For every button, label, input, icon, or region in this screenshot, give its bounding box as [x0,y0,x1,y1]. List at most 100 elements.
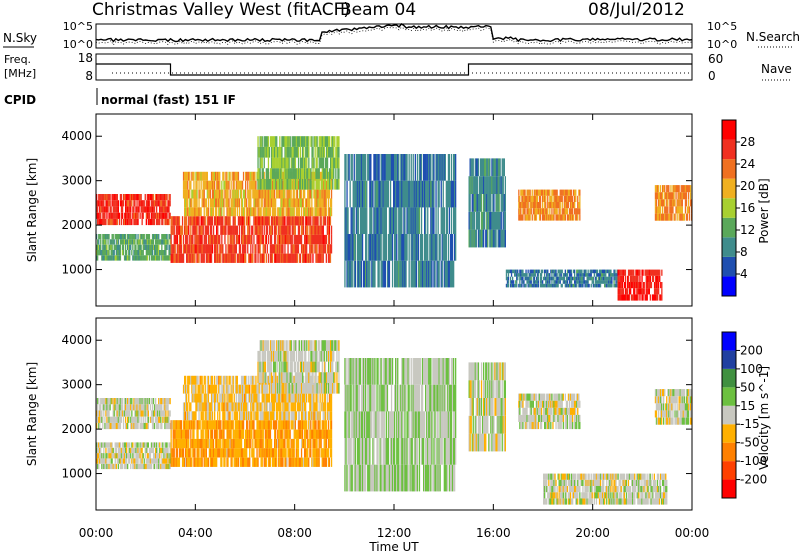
power-cell [127,212,129,219]
power-cell [152,206,155,213]
power-cell [303,157,305,169]
velocity-cell [211,448,214,458]
power-cell [385,207,387,234]
power-cell [269,225,272,235]
power-cell [192,253,194,263]
velocity-cell [299,420,302,430]
power-cell [267,216,270,226]
power-cell [114,218,116,226]
power-cell [396,234,398,261]
power-cell [272,189,275,199]
power-cell [160,250,162,256]
power-cell [316,136,318,147]
power-cell [109,212,111,219]
power-cell [681,192,683,200]
power-cell [308,168,310,179]
power-cell [314,207,316,217]
power-cell [160,200,162,207]
power-cell [531,273,533,277]
velocity-cell [291,448,293,458]
power-cell [519,276,521,281]
power-cell [403,207,405,234]
power-cell [254,253,256,263]
power-cell [203,244,205,254]
power-cell [395,154,397,181]
power-cell [163,206,165,213]
power-cell [533,208,535,215]
power-cell [419,180,422,208]
power-cell [297,234,300,245]
power-cell [534,208,536,215]
velocity-cell [108,410,110,417]
velocity-cell [240,457,243,467]
power-cell [402,260,404,288]
power-cell [551,283,553,288]
power-cell [395,180,397,208]
power-cell [242,189,245,199]
velocity-cell [149,404,152,411]
power-cell [117,250,119,256]
power-cell [543,214,545,221]
power-cell [581,280,583,284]
power-cell [633,269,635,276]
power-cell [307,253,309,263]
power-cell [216,216,218,226]
velocity-cell [100,447,102,454]
power-cell [132,206,134,213]
velocity-cell [295,448,297,458]
power-cell [411,260,413,288]
power-cell [322,136,325,147]
power-cell [288,234,290,245]
power-cell [408,260,410,288]
power-cell [535,189,538,196]
power-cell [275,225,277,235]
power-cell [133,234,135,240]
power-cell [516,273,518,277]
power-cell [489,176,491,194]
power-cell [333,157,335,169]
power-cell [122,239,125,245]
power-cell [116,194,118,201]
velocity-cell [245,429,247,439]
power-cell [247,207,249,217]
power-cell [128,212,130,219]
velocity-cell [101,458,103,464]
velocity-cell [237,448,240,458]
power-cell [120,206,123,213]
power-cell [168,234,170,240]
power-cell [669,199,671,207]
power-cell [613,273,615,277]
power-cell [206,216,208,226]
power-cell [254,198,256,208]
power-cell [445,207,447,234]
power-cell [122,234,125,240]
power-cell [106,250,108,256]
power-cell [215,189,217,199]
power-cell [255,225,257,235]
power-cell [159,239,161,245]
power-cell [226,171,228,181]
velocity-cell [287,438,289,449]
velocity-cell [163,447,165,454]
power-cell [587,283,589,288]
power-cell [219,189,221,199]
power-cell [122,250,125,256]
power-cell [539,189,542,196]
power-cell [223,207,225,217]
power-cell [328,234,331,245]
power-cell [399,260,401,288]
power-cell [170,234,172,245]
power-cell [643,282,645,289]
power-cell [195,180,197,190]
power-cell [588,276,590,281]
power-cell [210,198,213,208]
power-cell [373,260,375,288]
power-cell [189,189,191,199]
power-cell [565,189,568,196]
power-cell [637,275,639,282]
power-cell [266,146,269,158]
power-cell [477,194,480,212]
velocity-cell [210,420,213,430]
power-cell [294,253,296,263]
velocity-cell [293,429,295,439]
